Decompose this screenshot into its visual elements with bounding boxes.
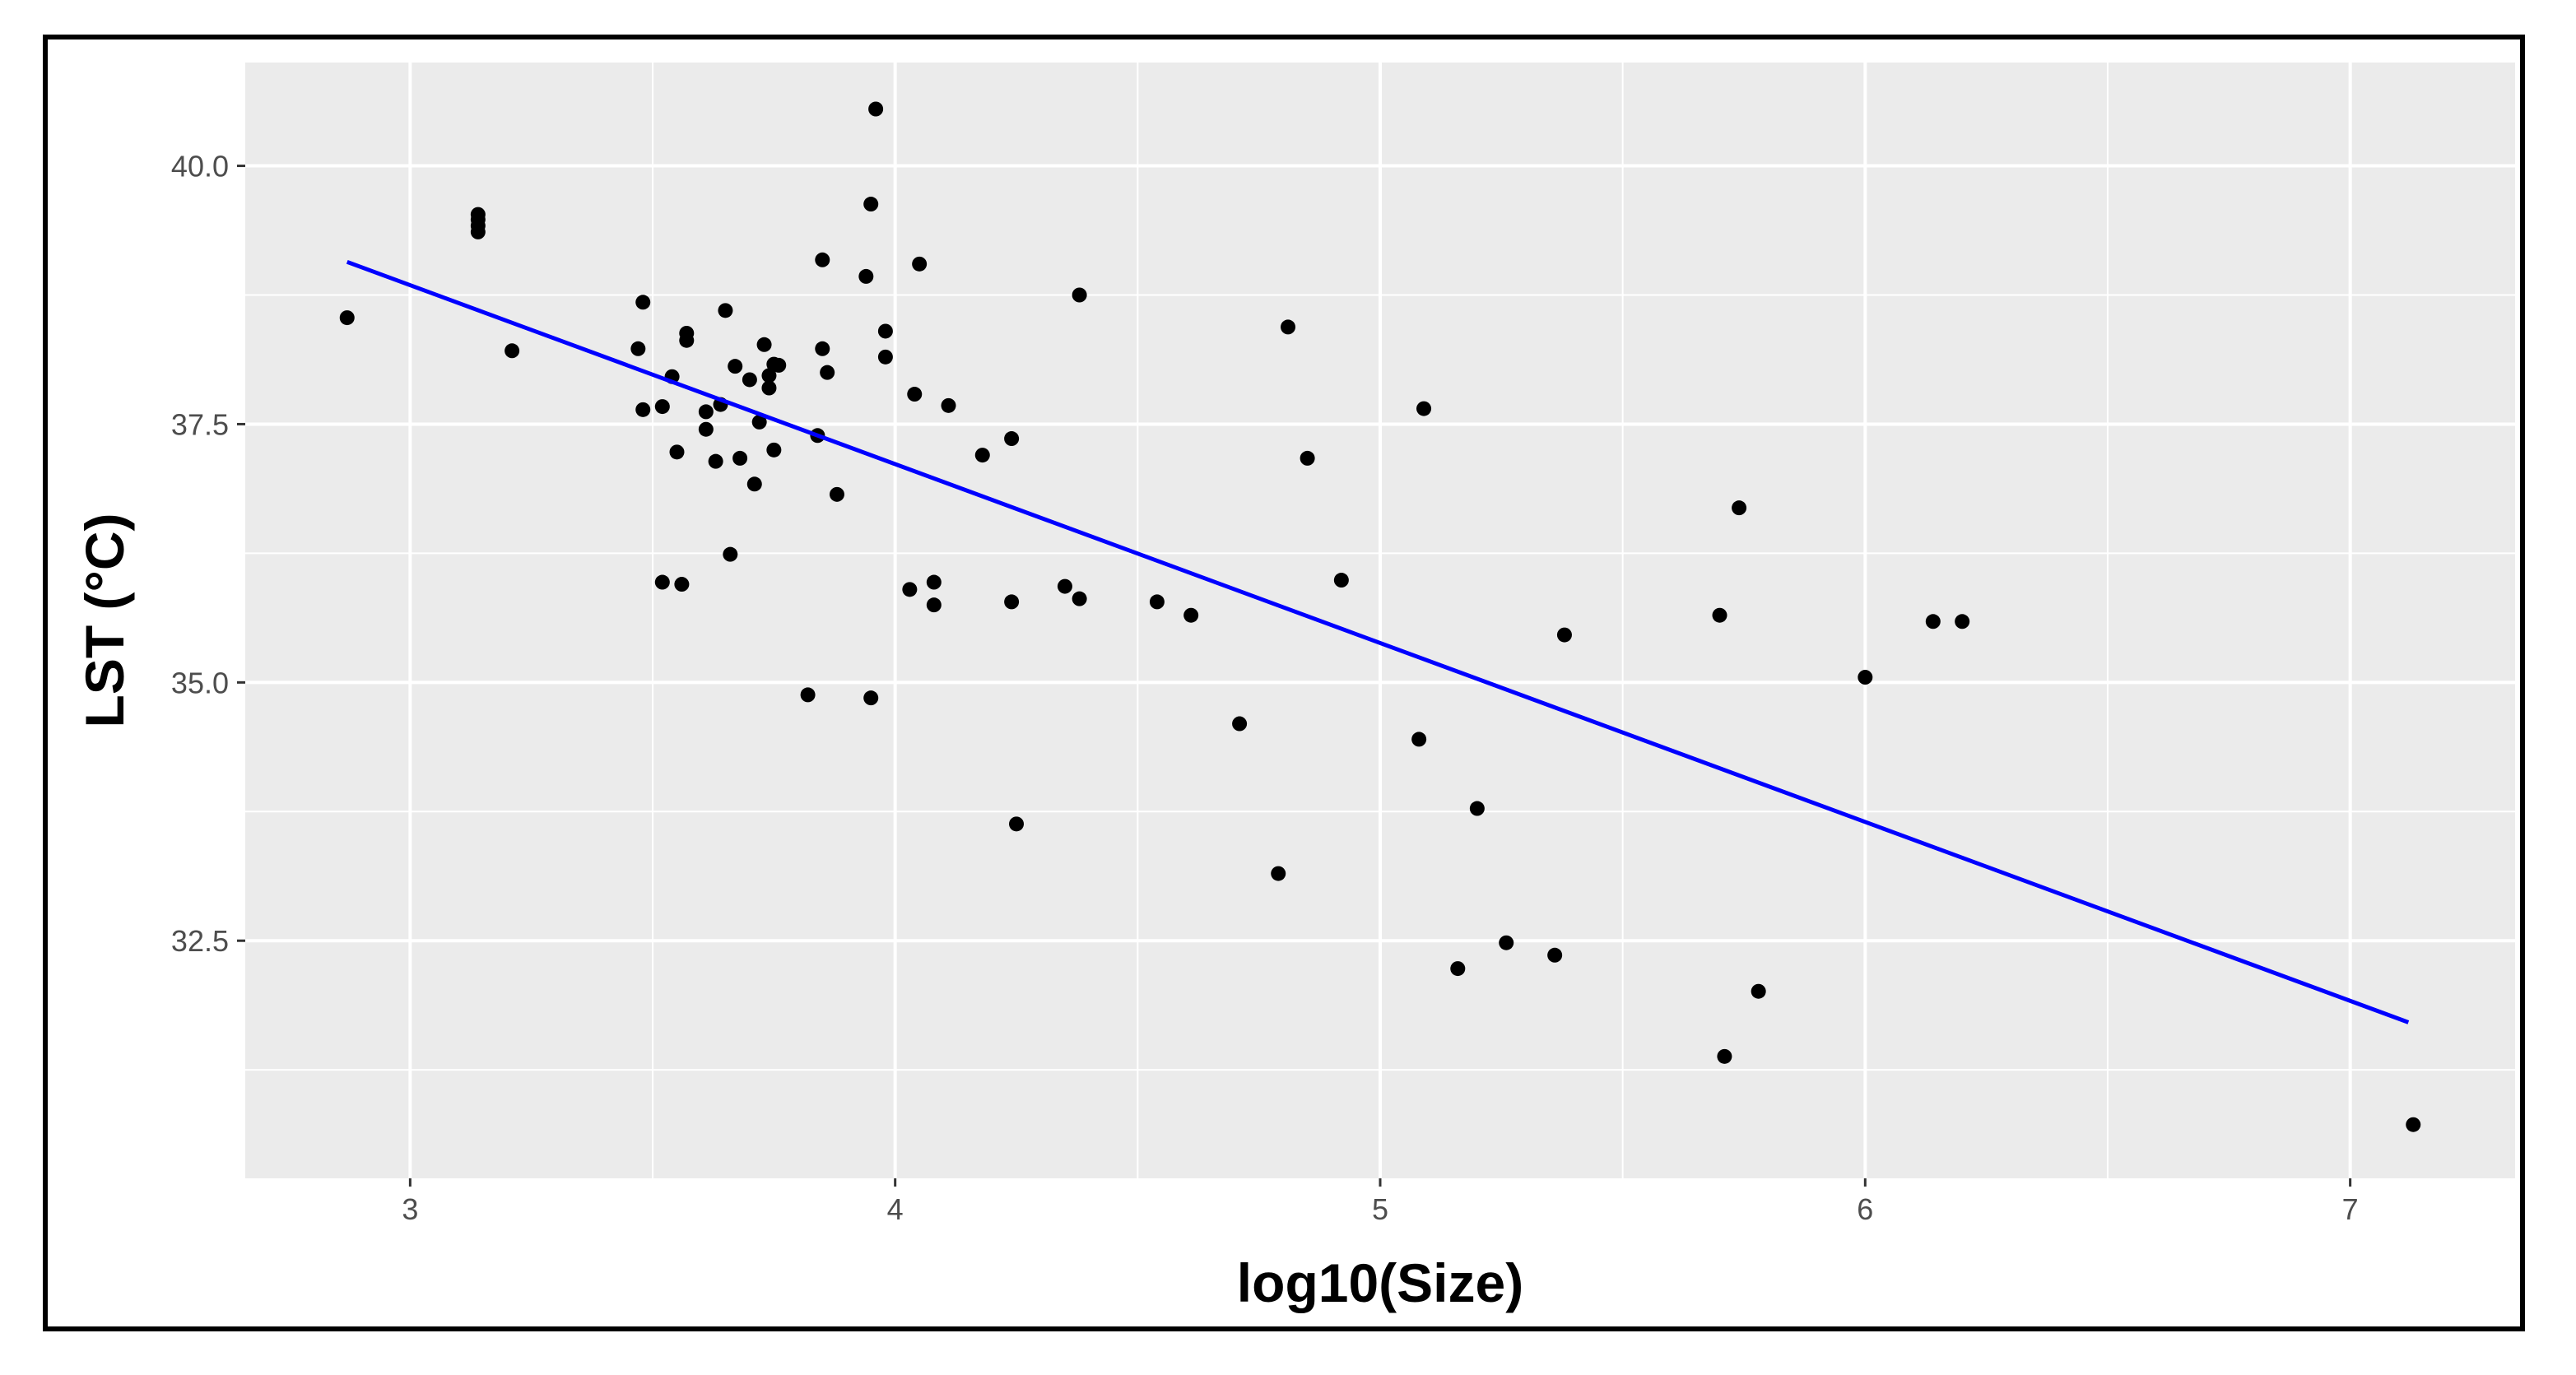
data-point: [1547, 947, 1563, 963]
x-tick-label: 5: [1372, 1192, 1388, 1226]
data-point: [742, 372, 757, 388]
y-tick-label: 40.0: [171, 150, 229, 183]
data-point: [1281, 319, 1296, 335]
data-point: [1072, 591, 1087, 606]
data-point: [815, 252, 830, 267]
data-point: [679, 325, 695, 341]
y-tick-label: 35.0: [171, 666, 229, 699]
data-point: [912, 256, 928, 272]
data-point: [1858, 670, 1873, 685]
data-point: [1556, 627, 1572, 643]
data-point: [1004, 431, 1020, 447]
data-point: [1499, 935, 1514, 950]
x-tick-label: 4: [887, 1192, 904, 1226]
data-point: [877, 323, 893, 339]
data-point: [718, 303, 733, 318]
data-point: [766, 442, 782, 458]
data-point: [771, 357, 787, 373]
data-point: [1416, 401, 1432, 416]
data-points: [339, 101, 2421, 1132]
data-point: [941, 397, 956, 413]
data-point: [863, 197, 879, 212]
data-point: [800, 687, 816, 703]
x-tick-label: 6: [1857, 1192, 1873, 1226]
data-point: [635, 295, 651, 310]
data-point: [674, 577, 690, 592]
data-point: [732, 450, 748, 466]
data-point: [1955, 614, 1970, 629]
data-point: [698, 421, 714, 437]
data-point: [1717, 1048, 1732, 1064]
data-point: [470, 224, 486, 239]
data-point: [505, 343, 520, 359]
data-point: [1450, 961, 1466, 977]
y-tick-label: 32.5: [171, 924, 229, 958]
data-point: [1732, 500, 1747, 516]
data-point: [654, 399, 670, 415]
data-point: [630, 341, 646, 356]
data-point: [723, 546, 738, 562]
data-point: [820, 365, 835, 380]
data-point: [1300, 450, 1315, 466]
data-point: [728, 359, 743, 374]
data-point: [1072, 287, 1087, 303]
data-point: [339, 310, 355, 326]
data-point: [902, 582, 918, 597]
data-point: [1009, 816, 1025, 832]
data-point: [1751, 983, 1766, 999]
data-point: [708, 453, 723, 469]
data-point: [1149, 594, 1165, 610]
y-tick-label: 37.5: [171, 407, 229, 441]
data-point: [746, 476, 762, 492]
data-point: [1183, 607, 1199, 623]
x-tick-label: 7: [2342, 1192, 2359, 1226]
data-point: [868, 101, 884, 117]
y-axis-ticks: 32.5 35.0 37.5 40.0: [171, 150, 245, 958]
data-point: [1925, 614, 1941, 629]
data-point: [635, 402, 651, 417]
data-point: [751, 414, 767, 430]
data-point: [863, 690, 879, 706]
data-point: [1333, 573, 1349, 588]
data-point: [2406, 1117, 2421, 1132]
data-point: [1469, 801, 1485, 816]
data-point: [761, 380, 777, 396]
data-point: [1004, 594, 1020, 610]
data-point: [698, 404, 714, 420]
regression-line: [346, 259, 2410, 1024]
data-point: [654, 574, 670, 590]
data-point: [669, 444, 685, 460]
x-axis-title: log10(Size): [1237, 1252, 1523, 1313]
data-point: [877, 349, 893, 365]
data-point: [761, 368, 777, 383]
data-point: [858, 268, 874, 284]
data-point: [1271, 866, 1286, 881]
data-point: [815, 341, 830, 356]
data-point: [1712, 607, 1727, 623]
y-axis-title: LST (°C): [74, 513, 135, 727]
data-point: [926, 574, 942, 590]
major-gridlines: [245, 63, 2515, 1178]
data-point: [926, 597, 942, 613]
data-point: [756, 337, 772, 352]
x-tick-label: 3: [402, 1192, 418, 1226]
data-point: [829, 486, 844, 502]
data-point: [1057, 578, 1072, 594]
x-axis-ticks: 3 4 5 6 7: [402, 1178, 2359, 1226]
data-point: [1411, 732, 1427, 747]
data-point: [907, 387, 923, 402]
data-point: [974, 448, 990, 463]
data-point: [1232, 716, 1248, 732]
